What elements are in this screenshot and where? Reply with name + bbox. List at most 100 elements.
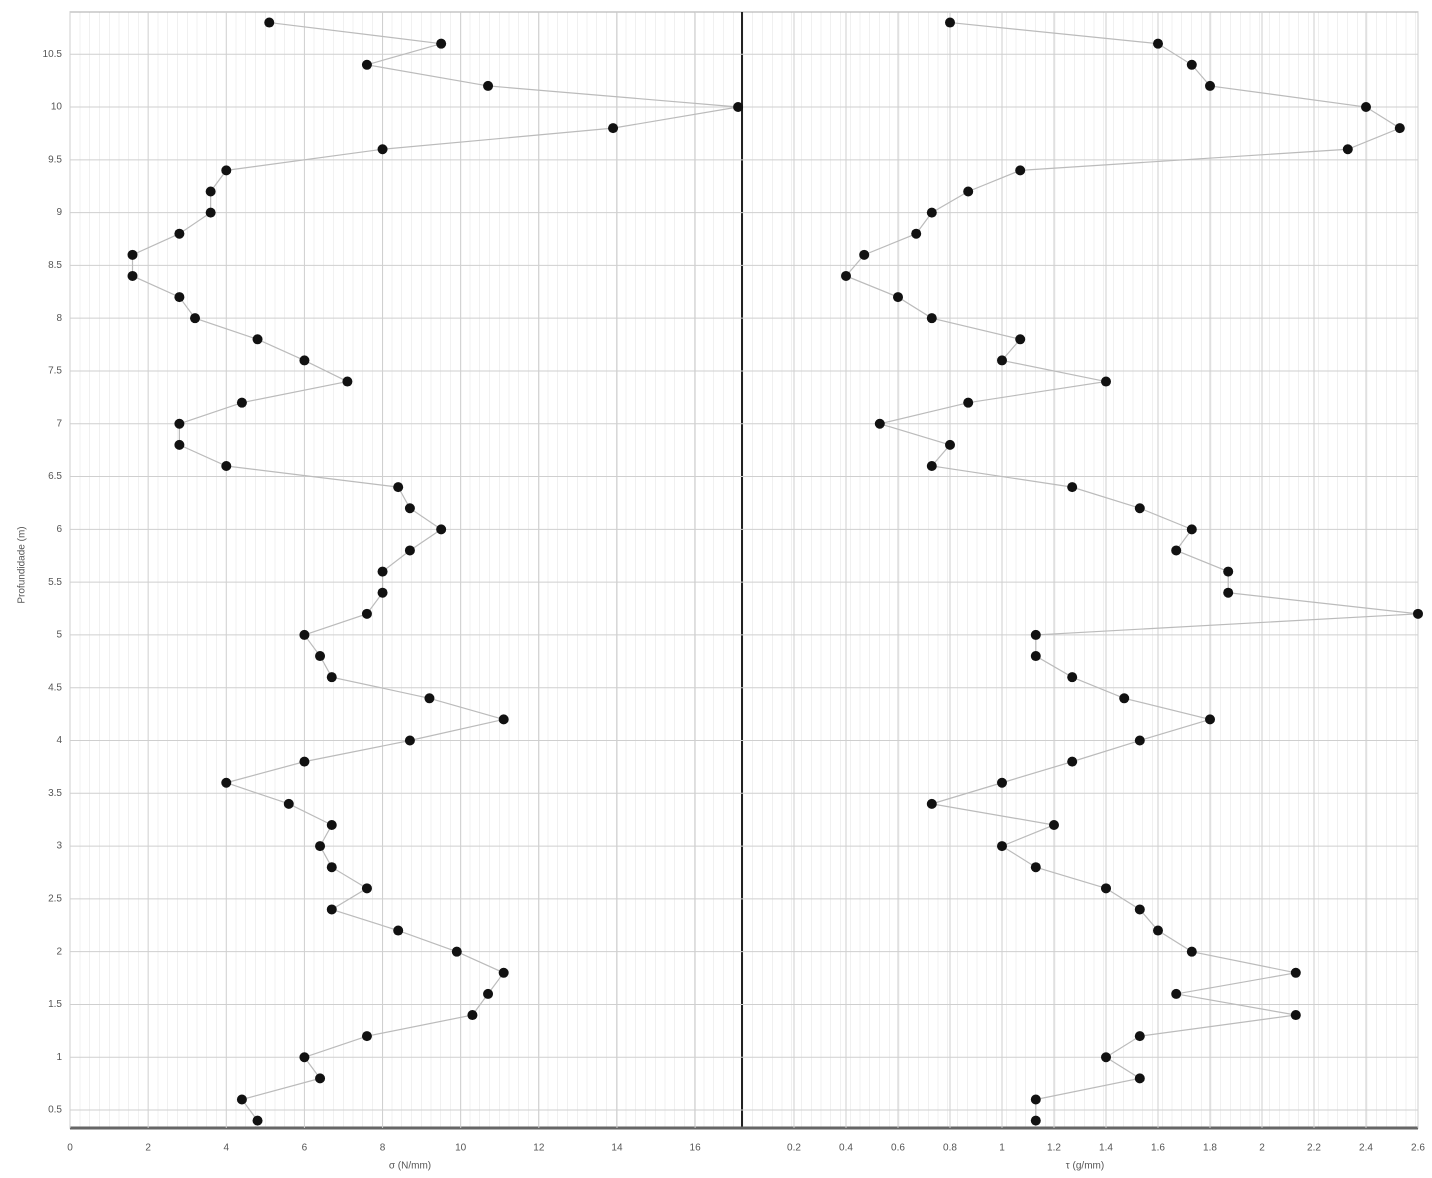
data-point bbox=[404, 735, 415, 746]
data-point bbox=[361, 608, 372, 619]
data-point bbox=[1134, 904, 1145, 915]
data-point bbox=[315, 841, 326, 852]
data-point bbox=[236, 1094, 247, 1105]
data-point bbox=[1067, 482, 1078, 493]
data-point bbox=[1153, 925, 1163, 936]
data-point bbox=[1015, 165, 1026, 176]
x-tick-label: 8 bbox=[380, 1143, 386, 1154]
data-point bbox=[733, 102, 744, 113]
x-tick-label: 10 bbox=[455, 1143, 467, 1154]
data-point bbox=[911, 228, 922, 239]
data-point bbox=[299, 756, 310, 767]
data-point bbox=[963, 186, 974, 197]
data-point bbox=[377, 566, 388, 577]
x-tick-label: 0.2 bbox=[787, 1143, 801, 1154]
data-point bbox=[945, 17, 955, 28]
data-point bbox=[424, 693, 435, 704]
data-point bbox=[874, 418, 885, 429]
data-point bbox=[1030, 862, 1041, 873]
x-axis-label: τ (g/mm) bbox=[1066, 1161, 1104, 1172]
y-tick-label: 6.5 bbox=[48, 471, 62, 482]
data-point bbox=[377, 144, 388, 155]
data-point bbox=[1186, 524, 1197, 535]
data-point bbox=[1101, 376, 1111, 387]
data-point bbox=[963, 397, 974, 408]
y-tick-label: 2.5 bbox=[48, 894, 62, 905]
data-point bbox=[1153, 38, 1163, 49]
data-point bbox=[393, 925, 404, 936]
data-point bbox=[1413, 608, 1423, 619]
y-tick-label: 6 bbox=[56, 524, 62, 535]
data-point bbox=[342, 376, 353, 387]
data-point bbox=[1134, 503, 1145, 514]
data-point bbox=[326, 819, 337, 830]
data-point bbox=[174, 228, 185, 239]
data-point bbox=[1119, 693, 1130, 704]
x-tick-label: 16 bbox=[690, 1143, 702, 1154]
data-point bbox=[436, 524, 447, 535]
data-point bbox=[205, 207, 216, 218]
minor-grid bbox=[70, 12, 1418, 1128]
data-point bbox=[1223, 587, 1234, 598]
x-tick-label: 12 bbox=[533, 1143, 545, 1154]
data-point bbox=[498, 714, 509, 725]
data-point bbox=[361, 1031, 372, 1042]
data-point bbox=[1186, 59, 1197, 70]
x-tick-label: 0 bbox=[67, 1143, 73, 1154]
data-point bbox=[299, 629, 310, 640]
y-tick-label: 3.5 bbox=[48, 788, 62, 799]
data-point bbox=[299, 355, 310, 366]
data-point bbox=[436, 38, 447, 49]
data-point bbox=[926, 313, 937, 324]
data-point bbox=[393, 482, 404, 493]
y-tick-label: 5.5 bbox=[48, 577, 62, 588]
x-tick-label: 1 bbox=[999, 1143, 1005, 1154]
y-tick-label: 7 bbox=[56, 418, 62, 429]
data-point bbox=[221, 461, 232, 472]
data-point bbox=[1067, 756, 1078, 767]
data-point bbox=[127, 270, 138, 281]
data-point bbox=[1030, 1094, 1041, 1105]
data-point bbox=[1361, 102, 1371, 113]
data-point bbox=[264, 17, 275, 28]
data-point bbox=[1205, 714, 1215, 725]
y-tick-label: 10.5 bbox=[43, 49, 63, 60]
data-point bbox=[174, 418, 185, 429]
data-point bbox=[926, 207, 937, 218]
data-point bbox=[1171, 988, 1182, 999]
data-point bbox=[859, 249, 870, 260]
data-point bbox=[1049, 819, 1059, 830]
data-point bbox=[893, 292, 903, 303]
y-tick-label: 9.5 bbox=[48, 154, 62, 165]
data-point bbox=[1342, 144, 1353, 155]
data-point bbox=[236, 397, 247, 408]
y-tick-label: 5 bbox=[56, 630, 62, 641]
data-point bbox=[1015, 334, 1026, 345]
data-point bbox=[174, 439, 185, 450]
data-point bbox=[404, 545, 415, 556]
data-point bbox=[315, 651, 326, 662]
data-point bbox=[361, 59, 372, 70]
x-tick-label: 1.2 bbox=[1047, 1143, 1061, 1154]
data-point bbox=[926, 461, 937, 472]
data-point bbox=[1134, 735, 1145, 746]
data-point bbox=[1205, 80, 1215, 91]
y-tick-label: 4 bbox=[56, 735, 62, 746]
data-point bbox=[1067, 672, 1078, 683]
data-point bbox=[1171, 545, 1182, 556]
x-tick-label: 2 bbox=[1259, 1143, 1265, 1154]
data-point bbox=[283, 798, 294, 809]
data-point bbox=[174, 292, 185, 303]
data-point bbox=[451, 946, 462, 957]
data-point bbox=[483, 80, 494, 91]
x-tick-label: 1.6 bbox=[1151, 1143, 1165, 1154]
data-point bbox=[221, 165, 232, 176]
data-point bbox=[997, 355, 1007, 366]
data-point bbox=[315, 1073, 326, 1084]
y-tick-label: 1.5 bbox=[48, 999, 62, 1010]
data-point bbox=[841, 270, 851, 281]
x-tick-label: 0.4 bbox=[839, 1143, 853, 1154]
x-tick-label: 2 bbox=[145, 1143, 151, 1154]
data-point bbox=[361, 883, 372, 894]
